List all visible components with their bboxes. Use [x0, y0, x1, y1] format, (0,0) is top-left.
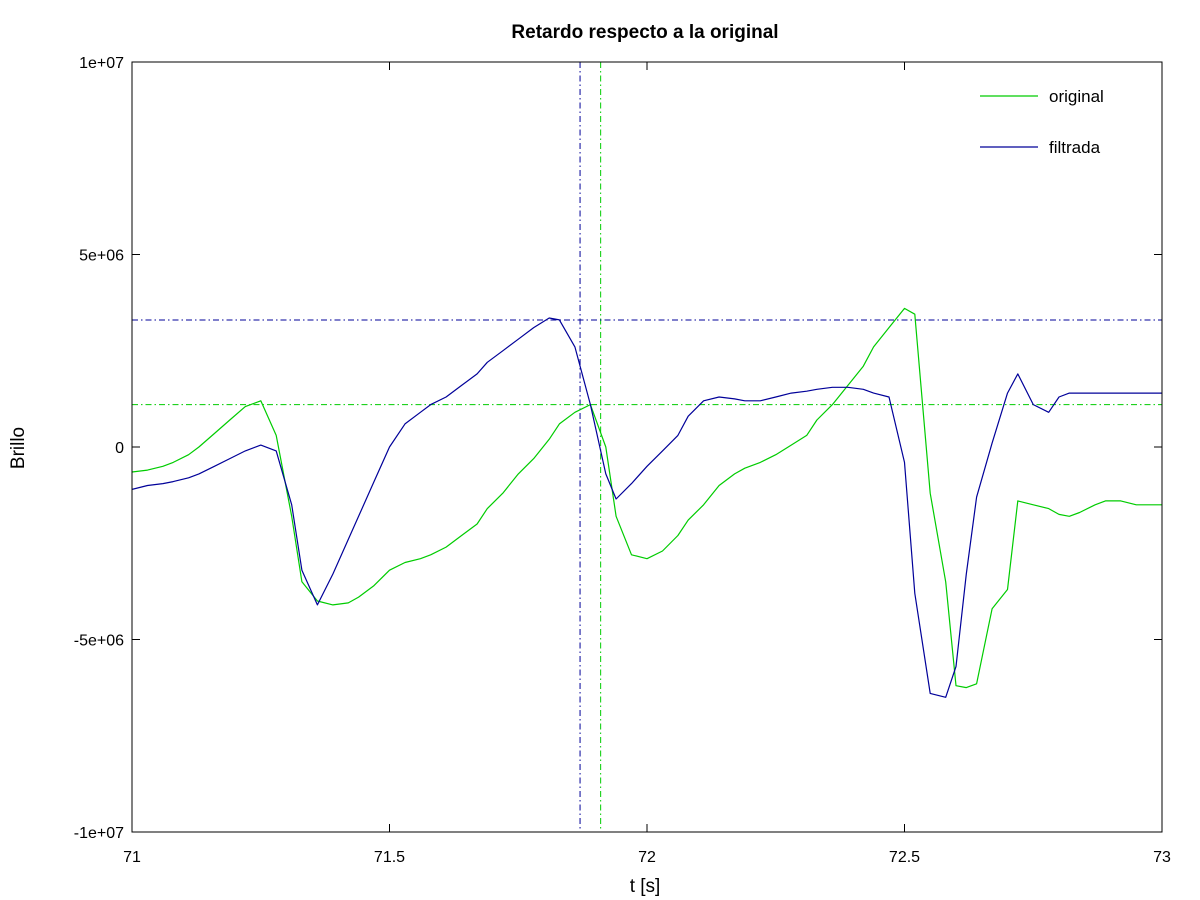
y-tick-label: 1e+07 — [79, 55, 124, 72]
legend: original filtrada — [980, 87, 1104, 157]
x-tick-label: 73 — [1153, 849, 1171, 866]
series-line-original — [132, 307, 1162, 689]
y-tick-label: -5e+06 — [74, 633, 124, 650]
y-axis-label: Brillo — [8, 427, 29, 469]
legend-label-original: original — [1049, 87, 1104, 106]
legend-label-filtrada: filtrada — [1049, 138, 1101, 157]
chart-title: Retardo respecto a la original — [511, 22, 778, 43]
series-line-filtrada — [132, 317, 1162, 698]
x-tick-label: 71.5 — [374, 849, 405, 866]
x-tick-label: 71 — [123, 849, 141, 866]
y-tick-label: -1e+07 — [74, 825, 124, 842]
x-axis-label: t [s] — [630, 876, 661, 897]
y-tick-label: 5e+06 — [79, 248, 124, 265]
x-tick-label: 72.5 — [889, 849, 920, 866]
y-tick-label: 0 — [115, 440, 124, 457]
x-tick-label: 72 — [638, 849, 656, 866]
plot-frame — [131, 61, 1163, 833]
series-group — [132, 307, 1162, 698]
